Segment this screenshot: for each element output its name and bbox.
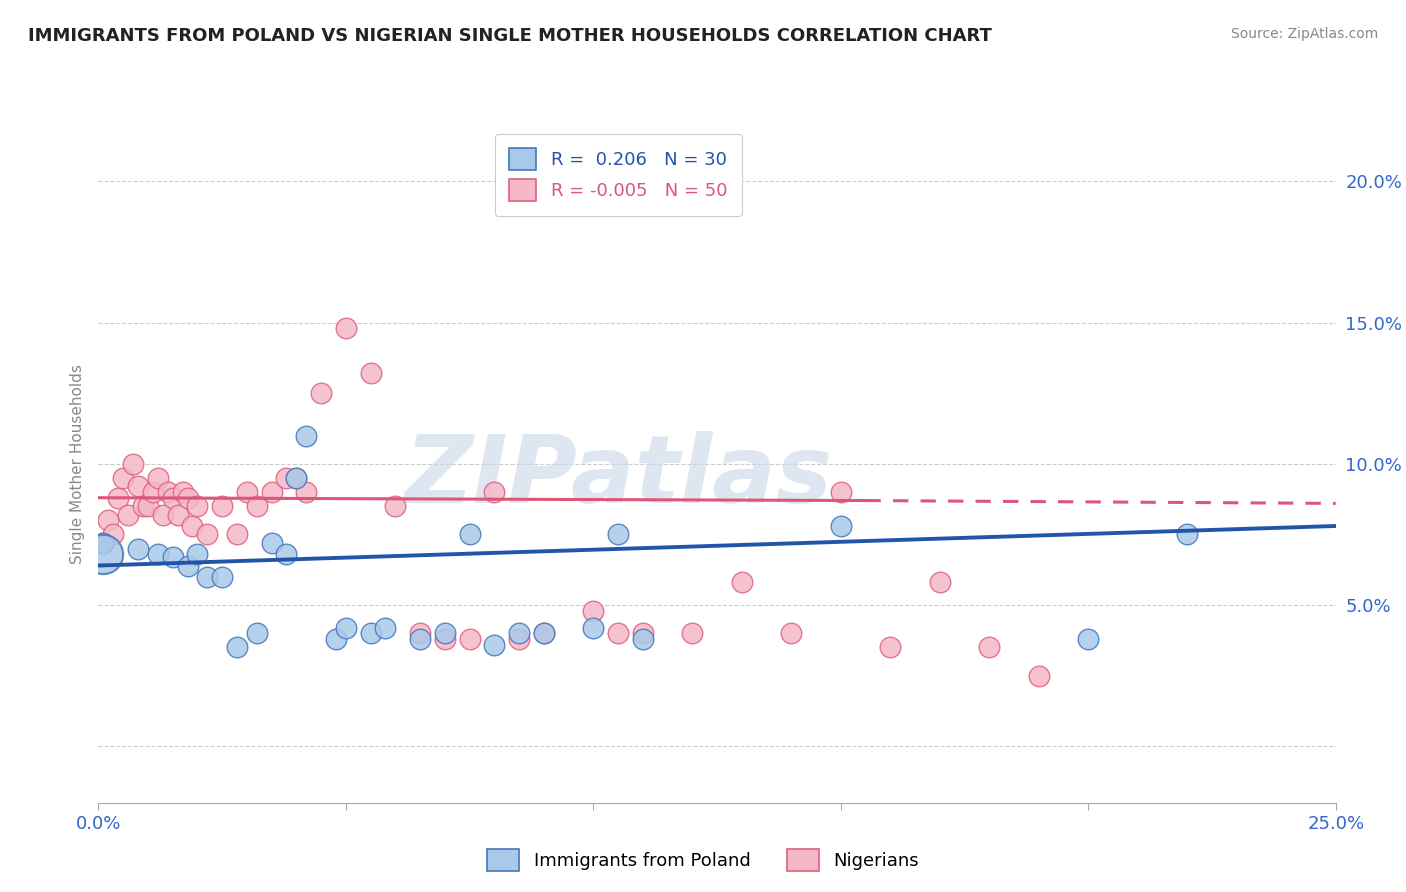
Legend: R =  0.206   N = 30, R = -0.005   N = 50: R = 0.206 N = 30, R = -0.005 N = 50: [495, 134, 741, 216]
Point: [295, 485, 318, 500]
Point: [508, 632, 530, 646]
Point: [260, 536, 283, 550]
Point: [533, 626, 555, 640]
Point: [181, 519, 204, 533]
Point: [162, 549, 184, 565]
Point: [731, 575, 754, 590]
Point: [136, 500, 159, 514]
Point: [458, 632, 481, 646]
Point: [484, 638, 506, 652]
Point: [156, 485, 179, 500]
Point: [433, 626, 456, 640]
Point: [176, 558, 198, 573]
Point: [409, 626, 432, 640]
Point: [360, 626, 382, 640]
Point: [127, 541, 149, 556]
Point: [236, 485, 259, 500]
Point: [325, 632, 347, 646]
Point: [226, 640, 249, 655]
Point: [246, 500, 269, 514]
Point: [93, 536, 115, 550]
Point: [1077, 632, 1099, 646]
Point: [533, 626, 555, 640]
Point: [93, 547, 115, 561]
Y-axis label: Single Mother Households: Single Mother Households: [69, 364, 84, 564]
Point: [928, 575, 950, 590]
Point: [146, 547, 169, 561]
Point: [122, 457, 145, 471]
Point: [195, 527, 218, 541]
Point: [226, 527, 249, 541]
Text: ZIPatlas: ZIPatlas: [404, 432, 832, 524]
Point: [384, 500, 406, 514]
Point: [458, 527, 481, 541]
Point: [186, 547, 208, 561]
Point: [260, 485, 283, 500]
Point: [97, 513, 120, 527]
Point: [582, 604, 605, 618]
Point: [409, 632, 432, 646]
Point: [117, 508, 139, 522]
Point: [631, 632, 654, 646]
Point: [979, 640, 1001, 655]
Point: [276, 547, 298, 561]
Point: [107, 491, 129, 505]
Point: [607, 626, 630, 640]
Point: [152, 508, 174, 522]
Point: [211, 570, 233, 584]
Point: [146, 471, 169, 485]
Point: [295, 428, 318, 442]
Point: [360, 367, 382, 381]
Point: [176, 491, 198, 505]
Point: [830, 519, 852, 533]
Point: [335, 621, 357, 635]
Point: [172, 485, 194, 500]
Point: [211, 500, 233, 514]
Point: [246, 626, 269, 640]
Point: [162, 491, 184, 505]
Point: [879, 640, 901, 655]
Point: [127, 479, 149, 493]
Point: [93, 536, 115, 550]
Point: [374, 621, 396, 635]
Legend: Immigrants from Poland, Nigerians: Immigrants from Poland, Nigerians: [479, 842, 927, 879]
Point: [309, 386, 332, 401]
Point: [335, 321, 357, 335]
Point: [276, 471, 298, 485]
Point: [103, 527, 125, 541]
Point: [142, 485, 165, 500]
Point: [607, 527, 630, 541]
Point: [582, 621, 605, 635]
Point: [681, 626, 703, 640]
Point: [631, 626, 654, 640]
Point: [186, 500, 208, 514]
Point: [830, 485, 852, 500]
Text: Source: ZipAtlas.com: Source: ZipAtlas.com: [1230, 27, 1378, 41]
Point: [433, 632, 456, 646]
Point: [285, 471, 308, 485]
Point: [1028, 669, 1050, 683]
Text: IMMIGRANTS FROM POLAND VS NIGERIAN SINGLE MOTHER HOUSEHOLDS CORRELATION CHART: IMMIGRANTS FROM POLAND VS NIGERIAN SINGL…: [28, 27, 993, 45]
Point: [132, 500, 155, 514]
Point: [112, 471, 135, 485]
Point: [195, 570, 218, 584]
Point: [484, 485, 506, 500]
Point: [166, 508, 188, 522]
Point: [285, 471, 308, 485]
Point: [1175, 527, 1198, 541]
Point: [780, 626, 803, 640]
Point: [508, 626, 530, 640]
